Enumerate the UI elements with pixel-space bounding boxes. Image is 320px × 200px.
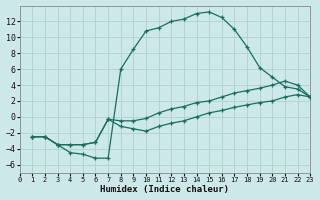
X-axis label: Humidex (Indice chaleur): Humidex (Indice chaleur) [100,185,229,194]
